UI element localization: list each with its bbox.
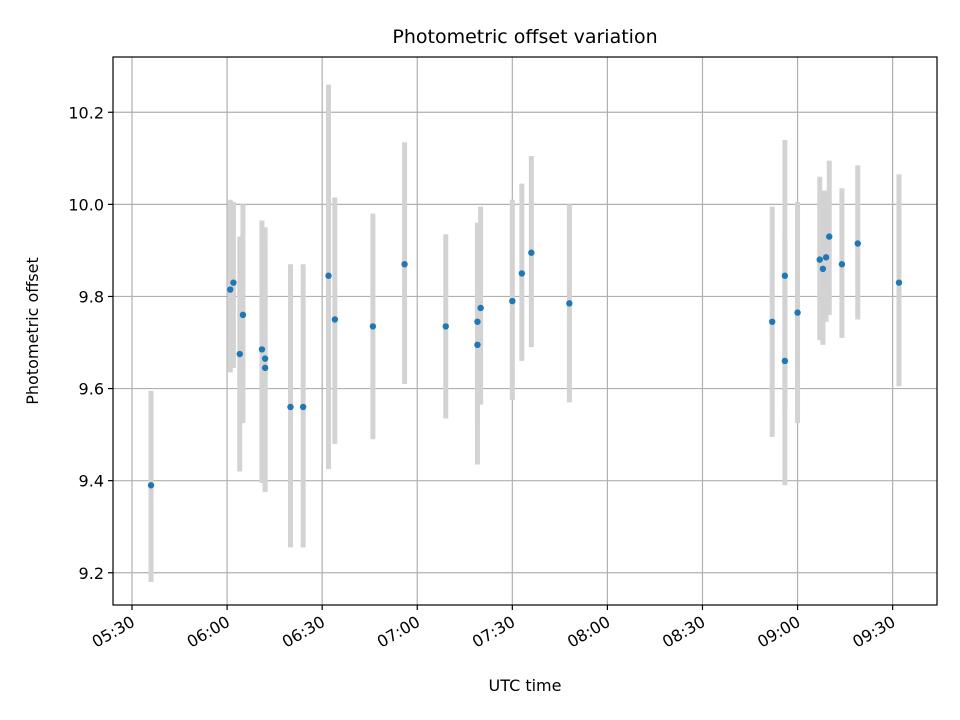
grid	[113, 57, 937, 605]
data-point	[261, 355, 269, 362]
data-point	[794, 309, 801, 316]
data-point	[474, 318, 481, 325]
y-axis-label: Photometric offset	[23, 257, 42, 405]
data-point	[325, 272, 332, 279]
data-point	[230, 279, 237, 286]
data-point	[401, 261, 408, 268]
y-axis-ticks: 9.2 9.4 9.6 9.8 10.0 10.2	[68, 103, 113, 583]
data-points	[147, 233, 903, 489]
data-point	[369, 323, 377, 330]
data-point	[769, 318, 776, 325]
data-point	[518, 270, 526, 277]
y-tick-label: 10.0	[68, 195, 104, 214]
data-point	[838, 261, 846, 268]
data-point	[509, 297, 516, 305]
chart-title: Photometric offset variation	[392, 26, 657, 48]
data-point	[227, 286, 234, 293]
data-point	[287, 403, 294, 411]
data-point	[816, 256, 823, 263]
data-point	[258, 346, 266, 353]
y-tick-label: 10.2	[68, 103, 104, 122]
data-point	[477, 304, 484, 312]
plot-frame	[112, 56, 938, 606]
x-axis-label: UTC time	[489, 676, 562, 695]
data-point	[826, 233, 833, 240]
data-point	[819, 265, 827, 273]
data-point	[895, 279, 903, 286]
data-point	[566, 300, 573, 307]
data-point	[299, 403, 307, 411]
data-point	[474, 341, 481, 349]
data-point	[442, 323, 449, 330]
data-point	[331, 316, 339, 323]
data-point	[147, 482, 155, 489]
data-point	[236, 350, 243, 358]
data-point	[528, 249, 535, 256]
y-tick-label: 9.4	[79, 472, 104, 491]
data-point	[261, 364, 269, 372]
data-point	[854, 240, 861, 247]
y-tick-label: 9.2	[79, 564, 104, 583]
y-tick-label: 9.8	[79, 287, 104, 306]
data-point	[781, 272, 789, 279]
data-point	[822, 254, 830, 261]
y-tick-label: 9.6	[79, 380, 104, 399]
data-point	[239, 311, 247, 319]
data-point	[781, 357, 789, 365]
